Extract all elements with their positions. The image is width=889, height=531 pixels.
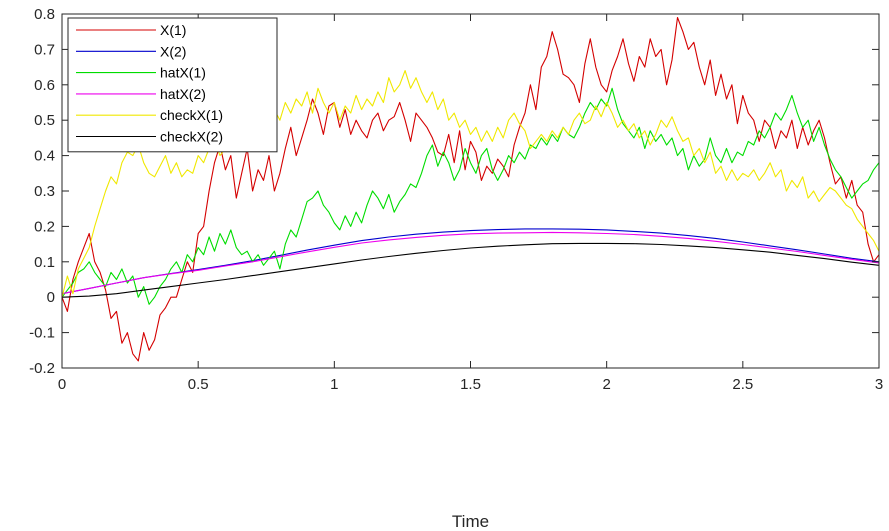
- y-tick-label: 0.1: [34, 254, 55, 271]
- legend-entry-4: hatX(2): [160, 86, 206, 102]
- x-tick-label: 3: [875, 376, 883, 393]
- legend-entry-1: X(1): [160, 22, 186, 38]
- x-tick-label: 1.5: [460, 376, 481, 393]
- x-tick-label: 0.5: [188, 376, 209, 393]
- series-line-1: [61, 16, 880, 362]
- legend-entry-6: checkX(2): [160, 129, 223, 145]
- x-tick-label: 2: [602, 376, 610, 393]
- y-tick-label: 0: [47, 289, 55, 306]
- legend-entry-5: checkX(1): [160, 107, 223, 123]
- series-line-3: [61, 87, 880, 305]
- x-tick-label: 1: [330, 376, 338, 393]
- legend: X(1) X(2) hatX(1) hatX(2) checkX(1) checkX(2): [67, 17, 278, 153]
- y-tick-label: 0.6: [34, 77, 55, 94]
- x-axis-label: Time: [452, 512, 489, 531]
- y-tick-label: 0.4: [34, 148, 55, 165]
- y-tick-label: 0.2: [34, 218, 55, 235]
- series-line-4: [61, 231, 880, 295]
- y-tick-label: -0.2: [29, 360, 55, 377]
- series-layer: [61, 16, 880, 362]
- tick-layer: 0 0.5 1 1.5 2 2.5 3 -0.2 -0.1 0 0.1 0.2 0.3 0.4 0.5 0.6…: [29, 6, 883, 393]
- y-tick-label: 0.7: [34, 41, 55, 58]
- y-tick-label: -0.1: [29, 325, 55, 342]
- series-line-5: [61, 70, 880, 298]
- y-tick-label: 0.8: [34, 6, 55, 23]
- legend-entry-3: hatX(1): [160, 65, 206, 81]
- x-tick-label: 0: [58, 376, 66, 393]
- y-tick-label: 0.5: [34, 112, 55, 129]
- series-line-2: [61, 228, 880, 295]
- y-tick-label: 0.3: [34, 183, 55, 200]
- x-tick-label: 2.5: [732, 376, 753, 393]
- legend-box: [67, 17, 278, 153]
- series-line-6: [61, 242, 880, 298]
- legend-entry-2: X(2): [160, 43, 186, 59]
